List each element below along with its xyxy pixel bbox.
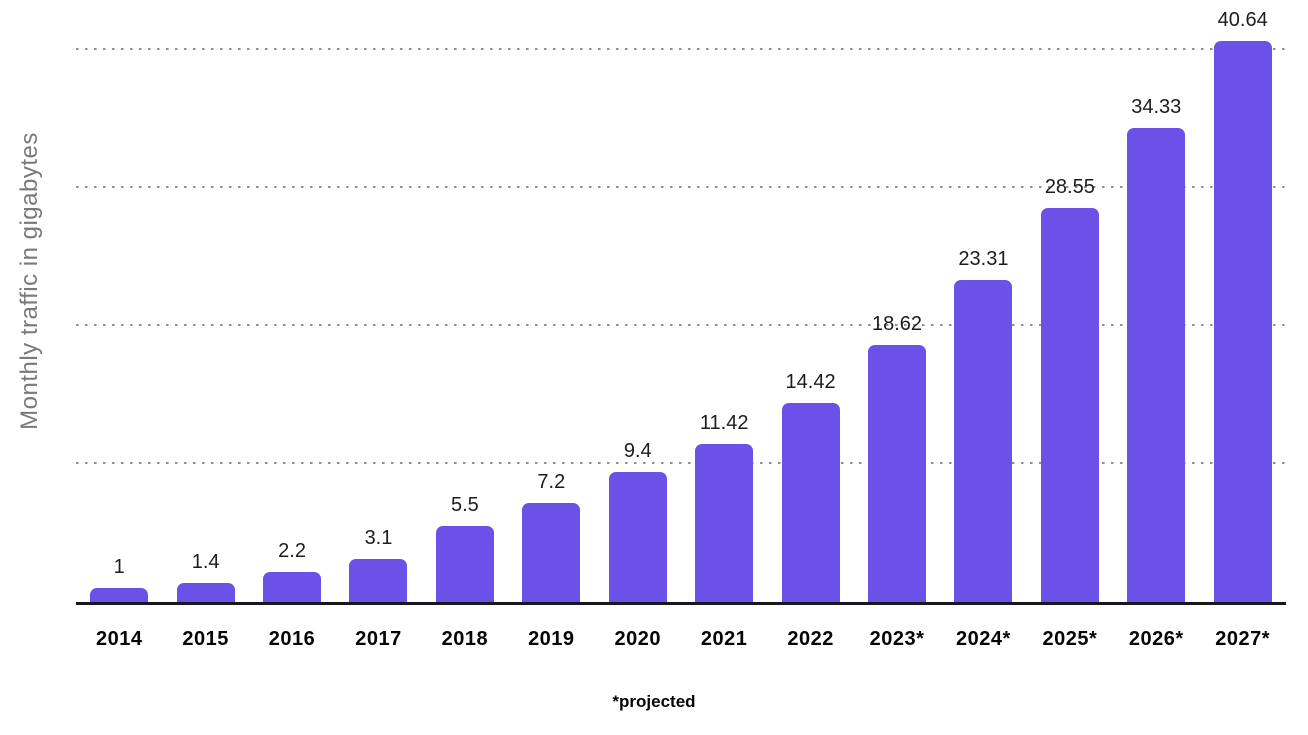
plot-area: 1 1.4 2.2 3.1 5.5 7.2 9.4 11.42 14.42 18.62 23.31 2… bbox=[76, 0, 1286, 605]
x-tick-label: 2021 bbox=[700, 628, 748, 650]
bar-group: 23.31 bbox=[940, 0, 1026, 602]
bar-group: 9.4 bbox=[595, 0, 681, 602]
bars-row: 1 1.4 2.2 3.1 5.5 7.2 9.4 11.42 14.42 18.62 23.31 2… bbox=[76, 0, 1286, 602]
x-tick-label: 2016 bbox=[268, 628, 316, 650]
bar bbox=[349, 559, 408, 602]
bar bbox=[781, 403, 840, 602]
bar bbox=[608, 472, 667, 602]
bar-value-label: 1.4 bbox=[191, 550, 220, 573]
x-axis-labels: 2014 2015 2016 2017 2018 2019 2020 2021 2022 2023… bbox=[76, 628, 1286, 651]
bar bbox=[522, 502, 581, 602]
bar bbox=[695, 444, 754, 602]
x-tick-label: 2020 bbox=[614, 628, 661, 650]
bar-group: 2.2 bbox=[249, 0, 335, 602]
bar-group: 11.42 bbox=[681, 0, 767, 602]
bar-value-label: 1 bbox=[113, 556, 125, 579]
x-tick-label: 2025* bbox=[1042, 628, 1098, 650]
x-tick-label: 2024* bbox=[956, 628, 1011, 650]
bar bbox=[435, 526, 494, 602]
bar-value-label: 34.33 bbox=[1131, 96, 1182, 119]
bar-group: 7.2 bbox=[508, 0, 594, 602]
bar-group: 40.64 bbox=[1199, 0, 1285, 602]
bar bbox=[954, 280, 1013, 602]
bar-value-label: 9.4 bbox=[623, 440, 652, 463]
bar-value-label: 3.1 bbox=[364, 527, 393, 550]
bar bbox=[176, 582, 235, 602]
bar-group: 34.33 bbox=[1113, 0, 1199, 602]
bar bbox=[1127, 128, 1186, 602]
bar bbox=[1213, 41, 1272, 602]
gridline-20gb bbox=[76, 323, 1286, 326]
bar bbox=[90, 588, 149, 602]
gridline-40gb bbox=[76, 47, 1286, 50]
gridline-30gb bbox=[76, 185, 1286, 188]
bar-group: 14.42 bbox=[767, 0, 853, 602]
y-axis-title: Monthly traffic in gigabytes bbox=[16, 132, 43, 430]
projected-footnote: *projected bbox=[612, 692, 696, 711]
x-tick-label: 2015 bbox=[182, 628, 229, 650]
x-tick-label: 2022 bbox=[787, 628, 834, 650]
bar bbox=[263, 571, 322, 602]
bar-value-label: 18.62 bbox=[871, 313, 923, 336]
x-tick-label: 2014 bbox=[95, 628, 143, 650]
bar-value-label: 11.42 bbox=[699, 412, 749, 435]
bar bbox=[1040, 208, 1099, 602]
x-tick-label: 2017 bbox=[355, 628, 402, 650]
x-tick-label: 2023* bbox=[869, 628, 925, 650]
bar-group: 18.62 bbox=[854, 0, 940, 602]
bar-group: 28.55 bbox=[1027, 0, 1113, 602]
bar-group: 1 bbox=[76, 0, 162, 602]
bar-value-label: 2.2 bbox=[278, 539, 306, 562]
bar bbox=[868, 345, 926, 602]
bar-group: 3.1 bbox=[335, 0, 421, 602]
bar-value-label: 23.31 bbox=[958, 248, 1009, 271]
bar-value-label: 7.2 bbox=[537, 470, 566, 493]
bar-value-label: 28.55 bbox=[1044, 176, 1095, 199]
x-tick-label: 2018 bbox=[441, 628, 489, 650]
x-tick-label: 2019 bbox=[528, 628, 575, 650]
bar-value-label: 14.42 bbox=[785, 371, 836, 394]
x-tick-label: 2027* bbox=[1215, 628, 1271, 650]
bar-value-label: 40.64 bbox=[1217, 9, 1268, 32]
bar-group: 5.5 bbox=[422, 0, 508, 602]
bar-group: 1.4 bbox=[162, 0, 248, 602]
gridline-10gb bbox=[76, 461, 1286, 464]
x-tick-label: 2026* bbox=[1128, 628, 1184, 650]
bar-value-label: 5.5 bbox=[450, 494, 479, 517]
